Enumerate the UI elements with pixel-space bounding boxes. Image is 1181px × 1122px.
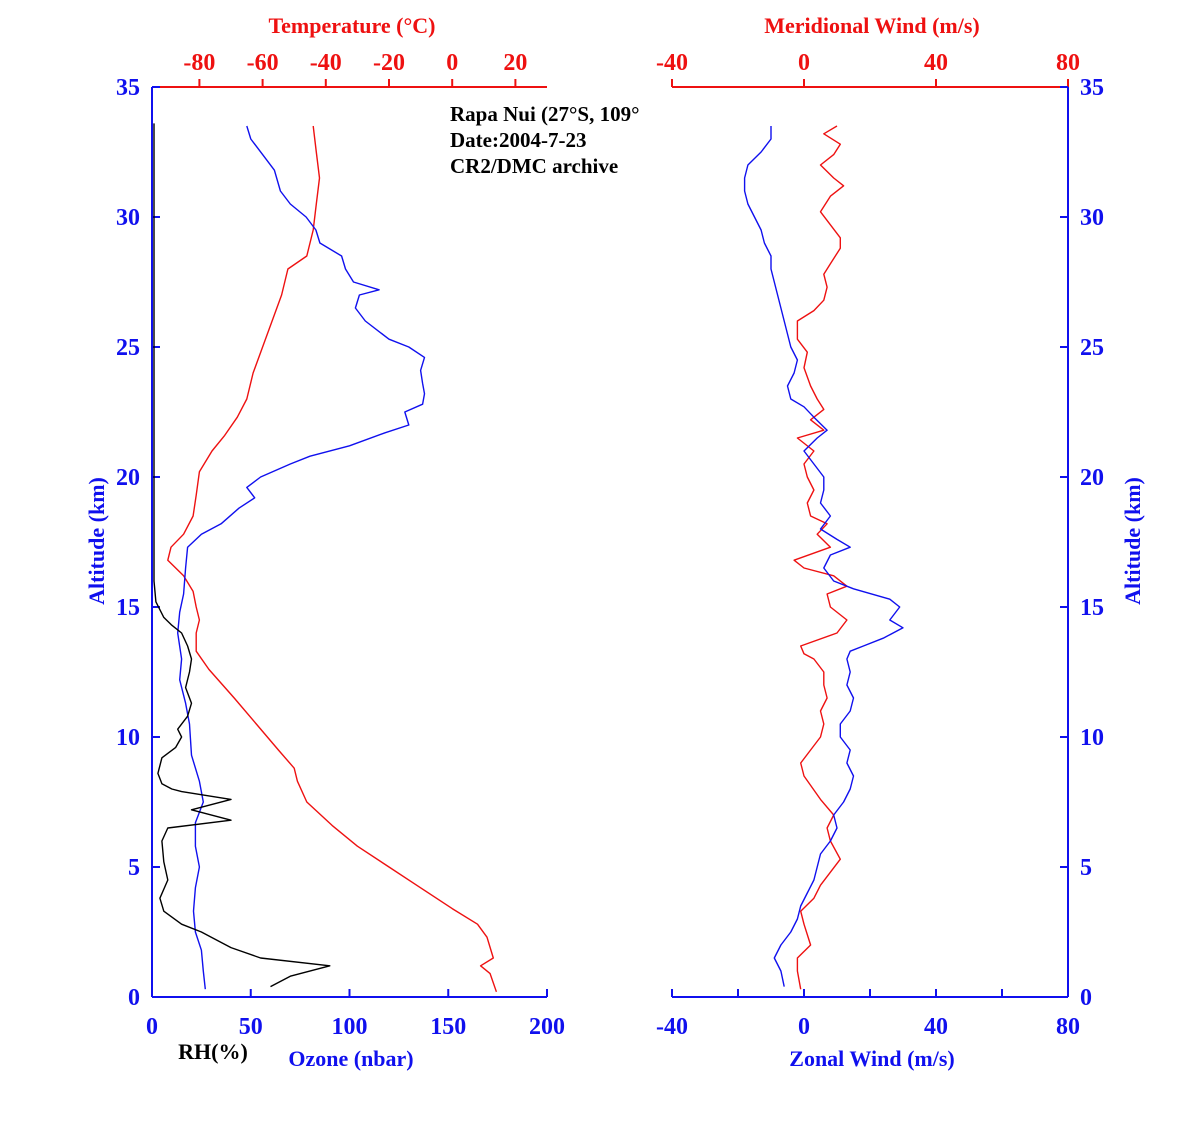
left-top-tick-label: -60 — [247, 50, 279, 76]
left-altitude-tick-label: 10 — [116, 725, 140, 751]
temperature-axis-title: Temperature (°C) — [268, 13, 435, 38]
left-altitude-tick-label: 15 — [116, 595, 140, 621]
left-series-blue-line — [176, 125, 426, 990]
archive-annotation: CR2/DMC archive — [450, 154, 618, 178]
right-top-tick-label: -40 — [656, 50, 688, 76]
right-altitude-axis-title: Altitude (km) — [1120, 477, 1145, 605]
left-top-tick-label: -40 — [310, 50, 342, 76]
left-altitude-tick-label: 35 — [116, 75, 140, 101]
left-series-black-line — [153, 123, 331, 988]
rh-axis-title: RH(%) — [178, 1039, 248, 1064]
left-altitude-tick-label: 25 — [116, 335, 140, 361]
left-top-tick-label: 0 — [446, 50, 458, 76]
meridional-wind-axis-title: Meridional Wind (m/s) — [764, 13, 980, 38]
right-series-red-line — [793, 125, 848, 990]
left-bottom-tick-label: 150 — [430, 1014, 466, 1040]
ozone-axis-title: Ozone (nbar) — [288, 1046, 413, 1071]
right-top-tick-label: 80 — [1056, 50, 1080, 76]
right-bottom-tick-label: 80 — [1056, 1014, 1080, 1040]
left-bottom-tick-label: 100 — [332, 1014, 368, 1040]
series-layer — [153, 123, 904, 993]
right-altitude-tick-label: 35 — [1080, 75, 1104, 101]
right-altitude-tick-label: 20 — [1080, 465, 1104, 491]
left-altitude-axis-title: Altitude (km) — [84, 477, 109, 605]
left-bottom-tick-label: 200 — [529, 1014, 565, 1040]
right-altitude-tick-label: 0 — [1080, 985, 1092, 1011]
right-top-tick-label: 0 — [798, 50, 810, 76]
right-altitude-tick-label: 25 — [1080, 335, 1104, 361]
left-altitude-tick-label: 30 — [116, 205, 140, 231]
right-altitude-tick-label: 10 — [1080, 725, 1104, 751]
left-series-red-line — [167, 125, 498, 993]
axes-layer: -80 -60 -40 -20 0 200 50 100 150 2000510152025303… — [116, 50, 1104, 1040]
right-altitude-tick-label: 5 — [1080, 855, 1092, 881]
right-altitude-tick-label: 30 — [1080, 205, 1104, 231]
left-bottom-tick-label: 50 — [239, 1014, 263, 1040]
right-series-blue-line — [743, 126, 904, 987]
right-bottom-tick-label: 0 — [798, 1014, 810, 1040]
right-top-tick-label: 40 — [924, 50, 948, 76]
left-top-tick-label: -80 — [183, 50, 215, 76]
station-annotation: Rapa Nui (27°S, 109° — [450, 102, 640, 126]
right-bottom-tick-label: -40 — [656, 1014, 688, 1040]
date-annotation: Date:2004-7-23 — [450, 128, 586, 152]
left-top-tick-label: -20 — [373, 50, 405, 76]
left-altitude-tick-label: 0 — [128, 985, 140, 1011]
right-altitude-tick-label: 15 — [1080, 595, 1104, 621]
left-altitude-tick-label: 20 — [116, 465, 140, 491]
left-top-tick-label: 20 — [503, 50, 527, 76]
zonal-wind-axis-title: Zonal Wind (m/s) — [789, 1046, 954, 1071]
left-altitude-tick-label: 5 — [128, 855, 140, 881]
left-bottom-tick-label: 0 — [146, 1014, 158, 1040]
right-bottom-tick-label: 40 — [924, 1014, 948, 1040]
